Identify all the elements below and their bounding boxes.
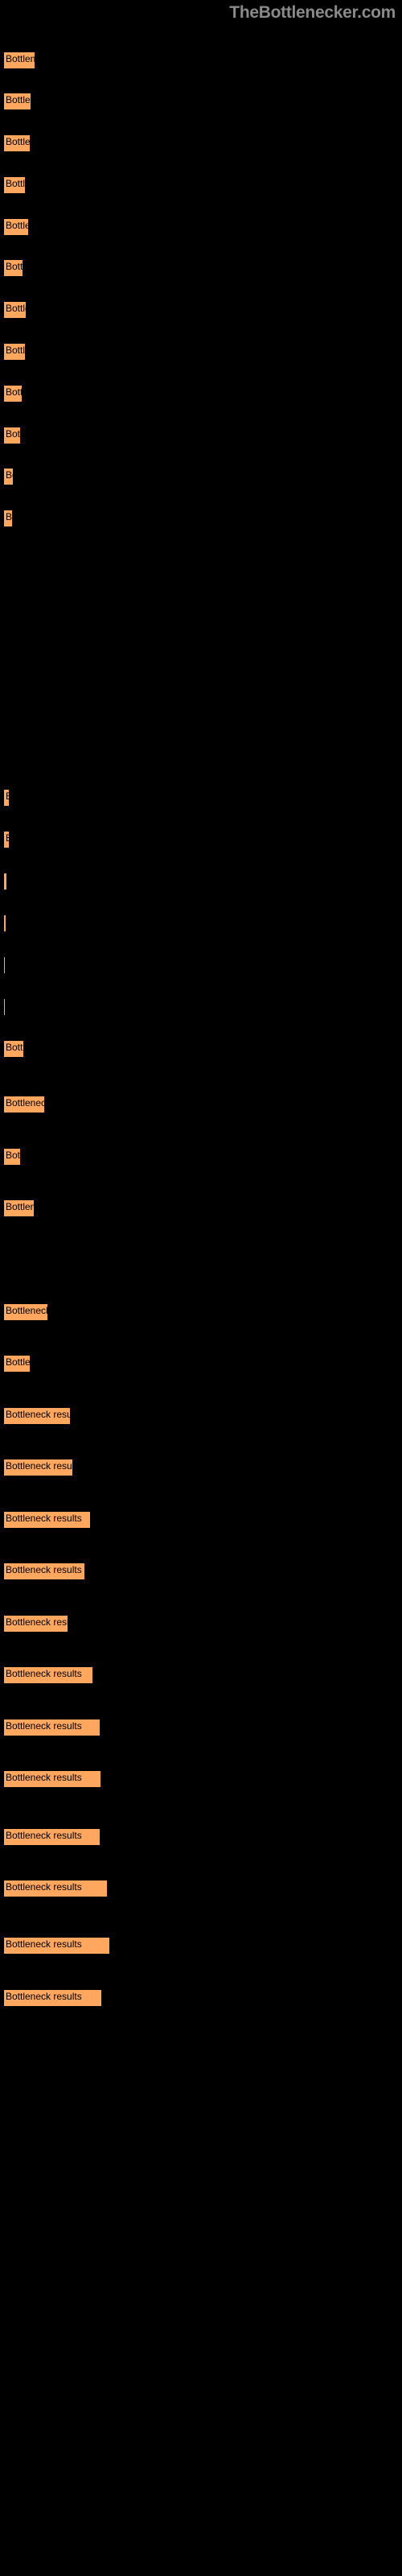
bar-row: Bottleneck results	[3, 831, 10, 848]
site-brand: TheBottlenecker.com	[0, 0, 402, 23]
bar-row: Bottleneck results	[3, 1937, 110, 1955]
bar-row: Bottleneck results	[3, 1719, 100, 1736]
bar-label: Bottleneck results	[6, 1668, 82, 1679]
bar-label: Bottleneck results	[6, 1150, 21, 1161]
bar-label: Bottleneck results	[6, 1830, 82, 1841]
bar-row: Bottleneck results	[3, 1511, 91, 1529]
bar-row: Bottleneck results	[3, 914, 6, 932]
bar-row: Bottleneck results	[3, 1615, 68, 1633]
bar-row: Bottleneck results	[3, 873, 7, 890]
bar-row: Bottleneck results	[3, 1770, 101, 1788]
bar-label: Bottleneck results	[6, 1460, 73, 1472]
bar-label: Bottleneck results	[6, 1720, 82, 1732]
bar-label: Bottleneck results	[6, 94, 31, 105]
bar-label: Bottleneck results	[6, 1616, 68, 1628]
bar-row: Bottleneck results	[3, 134, 31, 152]
bar-row: Bottleneck results	[3, 1303, 48, 1321]
bar-label: Bottleneck results	[6, 1409, 71, 1420]
bar-label: Bottleneck results	[6, 1305, 48, 1316]
bar-row: Bottleneck results	[3, 1096, 45, 1113]
bar-row: Bottleneck results	[3, 1563, 85, 1580]
bar-row: Bottleneck results	[3, 218, 29, 236]
bar-label: Bottleneck results	[6, 511, 13, 522]
bar-label: Bottleneck results	[6, 136, 31, 147]
bar-label: Bottleneck results	[6, 345, 26, 356]
bar-label: Bottleneck results	[6, 1564, 82, 1575]
bar-row: Bottleneck results	[3, 385, 23, 402]
bar-label: Bottleneck results	[6, 178, 26, 189]
bar-row: Bottleneck results	[3, 343, 26, 361]
bar-label: Bottleneck results	[6, 428, 21, 440]
bar-label: Bottleneck results	[6, 303, 27, 314]
bar-row: Bottleneck results	[3, 427, 21, 444]
bar-label: Bottleneck results	[6, 1881, 82, 1893]
bar-row: Bottleneck results	[3, 1880, 108, 1897]
bar-row: Bottleneck results	[3, 259, 23, 277]
bar-label: Bottleneck results	[6, 220, 29, 231]
bar-row: Bottleneck results	[3, 510, 13, 527]
bar-label: Bottleneck results	[6, 1042, 24, 1053]
bar-row: Bottleneck results	[3, 1666, 93, 1684]
bar-row: Bottleneck results	[3, 1199, 35, 1217]
bar-label: Bottleneck results	[6, 469, 14, 481]
bar-row: Bottleneck results	[3, 956, 6, 974]
bar-row: Bottleneck results	[3, 1828, 100, 1846]
bar-row: Bottleneck results	[3, 998, 6, 1016]
bar-label: Bottleneck results	[6, 1938, 82, 1950]
bar-label: Bottleneck results	[6, 1991, 82, 2002]
bar-row: Bottleneck results	[3, 1040, 24, 1058]
bar-row: Bottleneck results	[3, 468, 14, 485]
bar-row: Bottleneck results	[3, 1148, 21, 1166]
bars-container: Bottleneck results Bottleneck results Bott…	[0, 23, 402, 2039]
bar-label: Bottleneck results	[6, 832, 10, 844]
bar-label: Bottleneck results	[6, 261, 23, 272]
bar-row: Bottleneck results	[3, 52, 35, 69]
bar-row: Bottleneck results	[3, 1407, 71, 1425]
bar-label: Bottleneck results	[6, 1772, 82, 1783]
bar-row: Bottleneck results	[3, 176, 26, 194]
bar-row: Bottleneck results	[3, 301, 27, 319]
bar-row: Bottleneck results	[3, 1355, 31, 1373]
bar-row: Bottleneck results	[3, 789, 10, 807]
bar-label: Bottleneck results	[6, 386, 23, 398]
bar-label: Bottleneck results	[6, 1201, 35, 1212]
bar-label: Bottleneck results	[6, 1513, 82, 1524]
bar-label: Bottleneck results	[6, 1097, 45, 1108]
bar-label: Bottleneck results	[6, 53, 35, 64]
bar-label: Bottleneck results	[6, 791, 10, 802]
bar-row: Bottleneck results	[3, 93, 31, 110]
bar-label: Bottleneck results	[6, 874, 7, 886]
bar-row: Bottleneck results	[3, 1459, 73, 1476]
bar-label: Bottleneck results	[6, 1356, 31, 1368]
bar-row: Bottleneck results	[3, 1989, 102, 2007]
